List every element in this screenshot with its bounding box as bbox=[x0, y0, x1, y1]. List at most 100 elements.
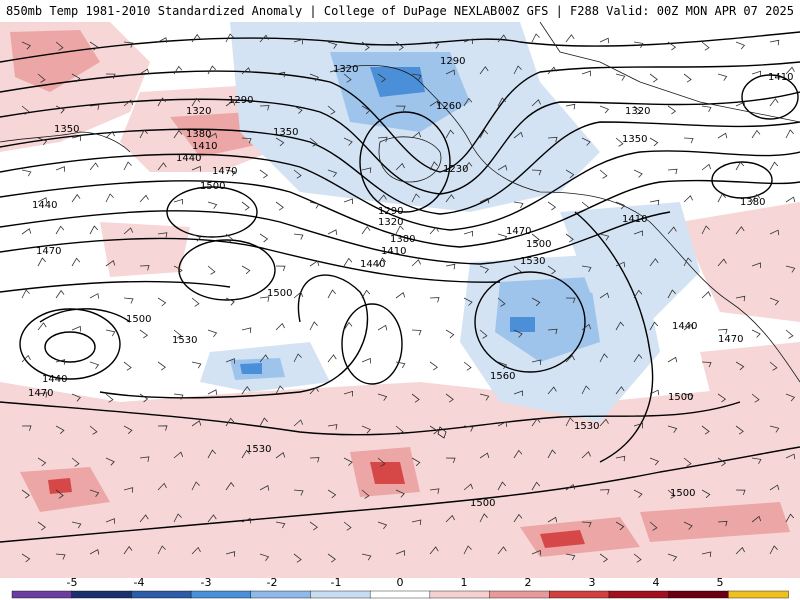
wind-barb bbox=[377, 136, 388, 143]
wind-barb bbox=[377, 194, 387, 203]
wind-barb bbox=[191, 481, 200, 491]
wind-barb bbox=[751, 262, 761, 268]
wind-barb bbox=[633, 422, 644, 429]
wind-barbs bbox=[21, 33, 796, 563]
wind-barb bbox=[157, 97, 167, 107]
wind-barb bbox=[173, 65, 183, 75]
wind-barb bbox=[395, 425, 404, 435]
colorbar-tick: -5 bbox=[67, 576, 78, 589]
wind-barb bbox=[259, 484, 270, 491]
colorbar-tick: -4 bbox=[134, 576, 145, 589]
wind-barb bbox=[157, 361, 166, 371]
wind-barb bbox=[225, 233, 234, 243]
contour-label: 1470 bbox=[212, 166, 237, 177]
wind-barb bbox=[89, 548, 100, 555]
wind-barb bbox=[327, 289, 337, 299]
contour-label: 1380 bbox=[390, 234, 415, 245]
wind-barb bbox=[785, 453, 796, 460]
wind-barb bbox=[343, 321, 353, 331]
wind-barb bbox=[581, 70, 591, 77]
wind-barb bbox=[37, 197, 48, 203]
wind-barb bbox=[531, 99, 541, 107]
wind-barb bbox=[615, 261, 626, 268]
wind-barb bbox=[191, 420, 202, 427]
contour-label: 1470 bbox=[718, 334, 743, 345]
wind-barb bbox=[191, 233, 201, 242]
wind-barb bbox=[89, 104, 100, 110]
wind-barb bbox=[429, 41, 440, 49]
wind-barb bbox=[71, 73, 81, 83]
wind-barb bbox=[21, 489, 30, 499]
colorbar-segment bbox=[549, 590, 610, 599]
wind-barb bbox=[395, 361, 406, 369]
wind-barb bbox=[701, 163, 712, 171]
wind-barb bbox=[751, 515, 762, 523]
contour-label: 1410 bbox=[768, 72, 793, 83]
wind-barb bbox=[207, 329, 218, 338]
wind-barb bbox=[123, 41, 134, 48]
wind-barb bbox=[479, 66, 489, 75]
wind-barb bbox=[123, 227, 134, 235]
wind-barb bbox=[547, 201, 557, 211]
wind-barb bbox=[667, 226, 677, 235]
wind-barb bbox=[463, 230, 474, 237]
wind-barb bbox=[123, 545, 133, 555]
wind-barb bbox=[497, 34, 507, 43]
wind-barb bbox=[123, 361, 132, 371]
contour-label: 1440 bbox=[176, 153, 201, 164]
wind-barb bbox=[751, 70, 762, 77]
wind-barb bbox=[241, 201, 250, 211]
wind-barb bbox=[411, 329, 422, 336]
wind-barb bbox=[343, 457, 353, 466]
wind-barb bbox=[735, 41, 746, 50]
wind-barb bbox=[599, 418, 609, 427]
wind-barb bbox=[751, 457, 762, 464]
wind-barb bbox=[411, 519, 422, 525]
wind-barb bbox=[497, 421, 508, 427]
contour-label: 1260 bbox=[436, 101, 461, 112]
wind-barb bbox=[157, 545, 166, 555]
wind-barb bbox=[683, 137, 694, 144]
contour-label: 1350 bbox=[54, 124, 79, 135]
wind-barb bbox=[633, 230, 643, 236]
wind-barb bbox=[361, 226, 371, 235]
wind-barb bbox=[225, 297, 235, 306]
wind-barb bbox=[513, 449, 523, 459]
wind-barb bbox=[429, 546, 439, 555]
wind-barb bbox=[701, 105, 712, 112]
wind-barb bbox=[123, 487, 134, 493]
wind-barb bbox=[377, 393, 388, 401]
wind-barb bbox=[565, 354, 575, 363]
wind-barb bbox=[89, 162, 99, 171]
wind-barb bbox=[547, 449, 556, 459]
wind-barb bbox=[37, 322, 47, 331]
wind-barb bbox=[531, 233, 540, 243]
wind-barb bbox=[565, 34, 575, 43]
wind-barb bbox=[225, 551, 236, 557]
wind-barb bbox=[275, 265, 286, 272]
wind-barb bbox=[463, 483, 474, 491]
wind-barb bbox=[633, 105, 642, 115]
wind-barb bbox=[717, 393, 727, 403]
wind-barb bbox=[55, 425, 65, 434]
wind-barb bbox=[105, 260, 116, 267]
wind-barb bbox=[633, 489, 643, 498]
wind-barb bbox=[547, 328, 558, 335]
wind-barb bbox=[361, 553, 372, 561]
wind-barb bbox=[21, 41, 31, 50]
wind-barb bbox=[207, 201, 218, 209]
wind-barb bbox=[139, 265, 150, 271]
wind-barb bbox=[293, 105, 303, 114]
wind-barb bbox=[785, 265, 796, 273]
wind-barb bbox=[581, 137, 591, 146]
wind-barb bbox=[785, 196, 796, 203]
wind-barb bbox=[581, 521, 592, 528]
wind-barb bbox=[701, 425, 710, 435]
wind-barb bbox=[479, 265, 490, 274]
wind-barb bbox=[191, 297, 200, 307]
wind-barb bbox=[445, 263, 456, 270]
wind-barb bbox=[751, 393, 760, 403]
wind-barb bbox=[139, 68, 150, 75]
colorbar-tick: 2 bbox=[525, 576, 532, 589]
